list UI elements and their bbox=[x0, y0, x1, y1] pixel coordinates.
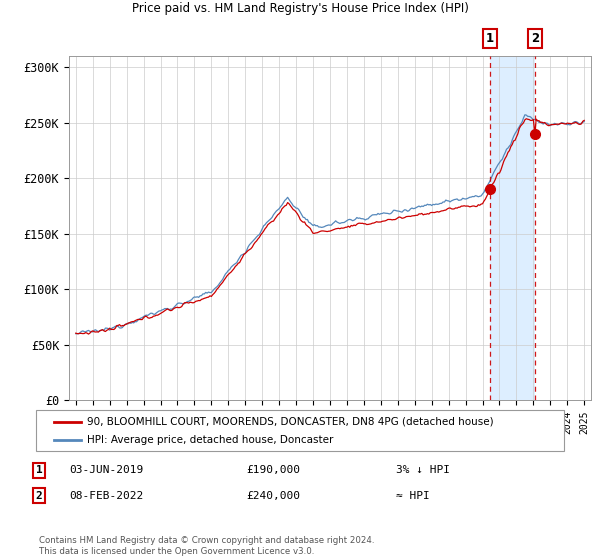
Text: 2: 2 bbox=[530, 32, 539, 45]
Text: 3% ↓ HPI: 3% ↓ HPI bbox=[396, 465, 450, 475]
Text: HPI: Average price, detached house, Doncaster: HPI: Average price, detached house, Donc… bbox=[87, 435, 334, 445]
Bar bbox=[490, 56, 535, 400]
Text: 03-JUN-2019: 03-JUN-2019 bbox=[69, 465, 143, 475]
Text: 08-FEB-2022: 08-FEB-2022 bbox=[69, 491, 143, 501]
Text: 90, BLOOMHILL COURT, MOORENDS, DONCASTER, DN8 4PG: 90, BLOOMHILL COURT, MOORENDS, DONCASTER… bbox=[79, 0, 521, 1]
Text: £190,000: £190,000 bbox=[246, 465, 300, 475]
Text: 1: 1 bbox=[486, 32, 494, 45]
Text: ≈ HPI: ≈ HPI bbox=[396, 491, 430, 501]
Text: 2: 2 bbox=[35, 491, 43, 501]
Text: 1: 1 bbox=[35, 465, 43, 475]
Text: Price paid vs. HM Land Registry's House Price Index (HPI): Price paid vs. HM Land Registry's House … bbox=[131, 2, 469, 15]
Text: £240,000: £240,000 bbox=[246, 491, 300, 501]
Text: 90, BLOOMHILL COURT, MOORENDS, DONCASTER, DN8 4PG (detached house): 90, BLOOMHILL COURT, MOORENDS, DONCASTER… bbox=[87, 417, 494, 427]
Text: Contains HM Land Registry data © Crown copyright and database right 2024.
This d: Contains HM Land Registry data © Crown c… bbox=[39, 536, 374, 556]
